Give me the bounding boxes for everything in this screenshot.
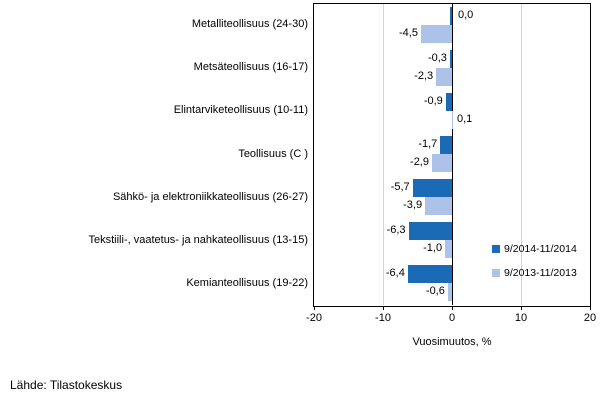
tick-mark <box>314 306 315 310</box>
bar-9/2013-11/2013 <box>445 240 452 259</box>
tick-mark <box>521 306 522 310</box>
tick-label: -20 <box>306 312 322 324</box>
category-label: Sähkö- ja elektroniikkateollisuus (26-27… <box>112 190 308 203</box>
value-label: -2,3 <box>414 69 434 82</box>
bar-9/2014-11/2014 <box>445 92 452 111</box>
value-label: -0,6 <box>425 285 445 298</box>
value-label: -2,9 <box>410 156 429 168</box>
legend-swatch <box>492 269 500 277</box>
bar-9/2013-11/2013 <box>425 197 452 216</box>
bar-9/2014-11/2014 <box>450 6 452 25</box>
tick-mark <box>452 306 453 310</box>
category-label: Metsäteollisuus (16-17) <box>193 61 308 74</box>
category-label: Metalliteollisuus (24-30) <box>191 18 308 31</box>
value-label: -0,9 <box>423 94 443 107</box>
value-label: 0,0 <box>458 8 474 21</box>
tick-label: 10 <box>514 312 528 324</box>
tick-label: 0 <box>448 312 456 324</box>
bar-9/2013-11/2013 <box>452 110 453 129</box>
legend-label: 9/2014-11/2014 <box>504 243 577 255</box>
bar-9/2014-11/2014 <box>449 49 452 68</box>
bar-9/2014-11/2014 <box>407 265 452 284</box>
category-label: Kemianteollisuus (19-22) <box>186 276 308 289</box>
value-label: -0,3 <box>427 51 447 64</box>
category-label: Tekstiili-, vaatetus- ja nahkateollisuus… <box>88 233 309 246</box>
value-label: 0,1 <box>457 112 473 125</box>
value-label: -3,9 <box>403 199 423 212</box>
value-label: -5,7 <box>390 181 410 194</box>
gridline <box>383 4 384 305</box>
value-label: -6,4 <box>385 267 405 280</box>
value-label: -6,3 <box>386 224 406 237</box>
value-label: -4,5 <box>398 26 418 39</box>
tick-mark <box>590 306 591 310</box>
category-label: Teollisuus (C ) <box>238 147 308 160</box>
bar-9/2013-11/2013 <box>447 283 452 302</box>
tick-mark <box>383 306 384 310</box>
legend-item: 9/2013-11/2013 <box>492 267 577 279</box>
legend-label: 9/2013-11/2013 <box>504 267 577 279</box>
x-axis-label: Vuosimuutos, % <box>412 336 492 348</box>
legend-swatch <box>492 245 500 253</box>
bar-9/2014-11/2014 <box>440 136 452 154</box>
legend-item: 9/2014-11/2014 <box>492 243 577 255</box>
tick-label: 20 <box>583 312 597 324</box>
bar-9/2014-11/2014 <box>412 179 452 198</box>
value-label: -1,0 <box>423 242 443 255</box>
category-label: Elintarviketeollisuus (10-11) <box>173 104 308 117</box>
gridline <box>521 4 522 305</box>
bar-9/2013-11/2013 <box>420 24 452 43</box>
legend: 9/2014-11/2014 9/2013-11/2013 <box>492 243 577 291</box>
zero-axis-line <box>452 4 453 305</box>
tick-label: -10 <box>375 312 391 324</box>
source-text: Lähde: Tilastokeskus <box>10 378 123 392</box>
bar-9/2014-11/2014 <box>408 222 452 241</box>
bar-9/2013-11/2013 <box>431 154 452 172</box>
bar-9/2013-11/2013 <box>436 67 452 86</box>
value-label: -1,7 <box>418 138 438 150</box>
